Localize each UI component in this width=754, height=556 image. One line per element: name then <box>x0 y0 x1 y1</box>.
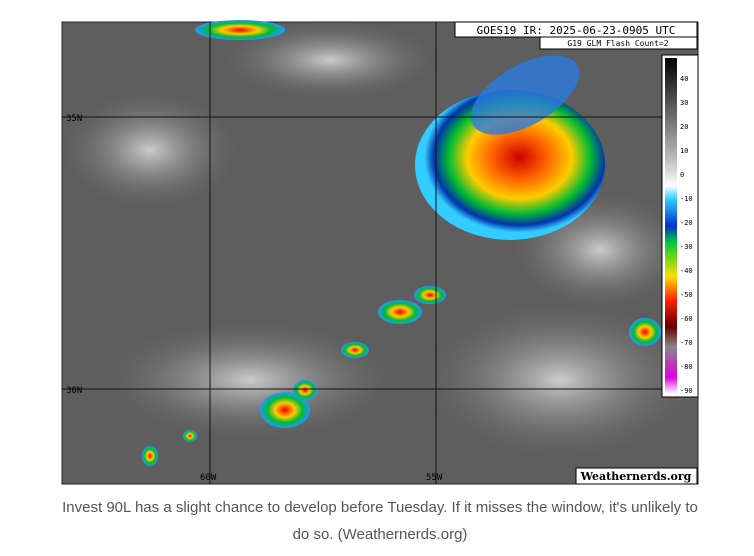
colorbar-tick-label: -60 <box>680 315 693 323</box>
lon-label: 55W <box>426 473 443 483</box>
colorbar-tick-label: -10 <box>680 195 693 203</box>
graticule <box>62 22 698 484</box>
colorbar-tick-label: -90 <box>680 387 693 395</box>
caption: Invest 90L has a slight chance to develo… <box>62 499 698 543</box>
colorbar-tick-label: -80 <box>680 363 693 371</box>
header: GOES19 IR: 2025-06-23-0905 UTC <box>477 24 676 37</box>
lat-label: 35N <box>66 114 82 124</box>
colorbar-tick-label: 0 <box>680 171 684 179</box>
credit-box <box>575 467 698 485</box>
colorbar-tick-label: 40 <box>680 75 688 83</box>
colorbar-tick-label: -20 <box>680 219 693 227</box>
colorbar-tick-label: -40 <box>680 267 693 275</box>
lat-label: 30N <box>66 386 82 396</box>
colorbar <box>665 58 677 394</box>
credit: Weathernerds.org <box>580 470 692 483</box>
clouds <box>60 20 700 466</box>
colorbar-tick-label: -30 <box>680 243 693 251</box>
colorbar-ticks: 40 30 20 10 0 -10 -20 -30 -40 -50 -60 -70 -80 -90 <box>680 75 693 395</box>
subheader: G19 GLM Flash Count=2 <box>567 39 668 48</box>
colorbar-tick-label: 30 <box>680 99 688 107</box>
satellite-image: 35N 30N 60W 55W GOES19 IR: 2025-06-23-09… <box>60 20 700 485</box>
colorbar-tick-label: 20 <box>680 123 688 131</box>
colorbar-tick-label: 10 <box>680 147 688 155</box>
subheader-box <box>539 36 698 50</box>
colorbar-tick-label: -50 <box>680 291 693 299</box>
colorbar-tick-label: -70 <box>680 339 693 347</box>
lon-label: 60W <box>200 473 217 483</box>
